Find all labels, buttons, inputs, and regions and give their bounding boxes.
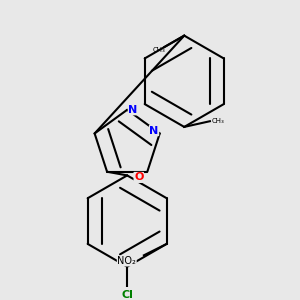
Text: O: O [134, 172, 143, 182]
Text: N: N [122, 256, 129, 267]
Text: CH₃: CH₃ [152, 47, 165, 53]
Text: Cl: Cl [121, 290, 133, 300]
Text: N: N [149, 126, 159, 136]
Text: N: N [128, 105, 137, 115]
Text: CH₃: CH₃ [212, 118, 225, 124]
Text: NO₂: NO₂ [117, 256, 136, 266]
